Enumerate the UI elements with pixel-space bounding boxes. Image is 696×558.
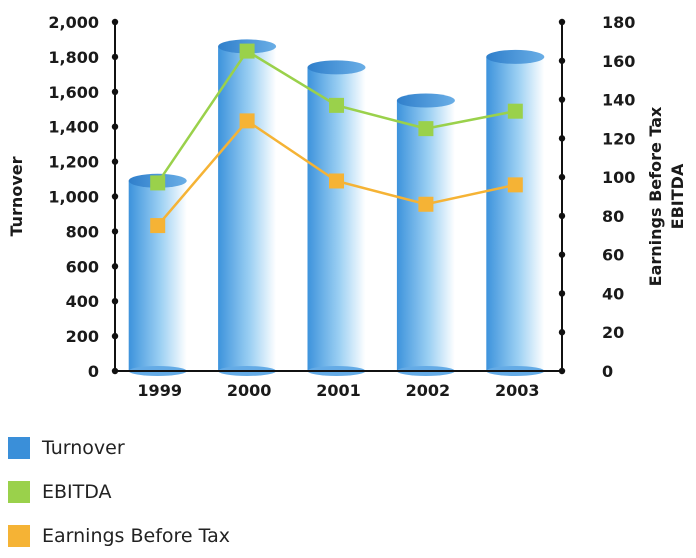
y-right-tick-label: 140 — [602, 91, 635, 110]
x-tick-label: 2001 — [316, 381, 361, 400]
y-left-tick-mark-2,000 — [112, 19, 118, 25]
y-right-tick-mark-180 — [559, 19, 565, 25]
legend-label-ebitda: EBITDA — [42, 481, 112, 503]
y-left-tick-mark-1,200 — [112, 158, 118, 164]
y-right-tick-mark-0 — [559, 368, 565, 374]
point-earnings-before-tax-1999 — [150, 218, 165, 233]
x-tick-label: 2003 — [495, 381, 540, 400]
point-earnings-before-tax-2000 — [240, 113, 255, 128]
bar-2000 — [218, 46, 276, 371]
y-axis-right-title-line-1: Earnings Before Tax — [646, 106, 665, 286]
bar-1999 — [129, 181, 187, 371]
x-tick-label: 2002 — [406, 381, 451, 400]
y-left-tick-mark-1,800 — [112, 54, 118, 60]
legend-item-ebitda: EBITDA — [8, 470, 230, 514]
point-earnings-before-tax-2001 — [329, 173, 344, 188]
y-right-tick-mark-40 — [559, 290, 565, 296]
point-ebitda-2003 — [508, 104, 523, 119]
y-left-tick-mark-400 — [112, 298, 118, 304]
y-left-tick-label: 200 — [66, 327, 99, 346]
y-axis-right-title-line-2: EBITDA — [668, 163, 687, 229]
bar-top-2002 — [397, 94, 455, 108]
y-axis-left-title: Turnover — [7, 156, 26, 236]
y-right-tick-label: 100 — [602, 168, 635, 187]
y-right-tick-mark-120 — [559, 135, 565, 141]
y-right-tick-label: 120 — [602, 129, 635, 148]
bar-2001 — [308, 67, 366, 371]
y-right-tick-mark-20 — [559, 329, 565, 335]
legend-item-turnover: Turnover — [8, 426, 230, 470]
point-ebitda-2002 — [418, 121, 433, 136]
y-left-tick-mark-1,400 — [112, 124, 118, 130]
y-right-tick-label: 40 — [602, 284, 624, 303]
y-right-tick-label: 60 — [602, 246, 624, 265]
legend-swatch-earnings-before-tax — [8, 525, 30, 547]
y-left-tick-label: 400 — [66, 292, 99, 311]
point-earnings-before-tax-2002 — [418, 197, 433, 212]
y-right-tick-mark-80 — [559, 213, 565, 219]
legend-swatch-ebitda — [8, 481, 30, 503]
legend-item-earnings-before-tax: Earnings Before Tax — [8, 514, 230, 558]
y-right-tick-label: 80 — [602, 207, 624, 226]
bar-2002 — [397, 101, 455, 371]
legend-label-turnover: Turnover — [42, 437, 125, 459]
y-right-tick-label: 20 — [602, 323, 624, 342]
y-left-tick-label: 1,400 — [48, 118, 99, 137]
y-left-tick-label: 0 — [88, 362, 99, 381]
y-right-tick-label: 180 — [602, 13, 635, 32]
point-ebitda-1999 — [150, 175, 165, 190]
y-left-tick-label: 600 — [66, 257, 99, 276]
y-right-tick-label: 0 — [602, 362, 613, 381]
y-left-tick-mark-1,600 — [112, 89, 118, 95]
y-left-tick-label: 1,600 — [48, 83, 99, 102]
y-left-tick-label: 1,800 — [48, 48, 99, 67]
bar-top-2003 — [486, 50, 544, 64]
y-right-tick-mark-160 — [559, 58, 565, 64]
y-left-tick-label: 800 — [66, 222, 99, 241]
y-left-tick-mark-600 — [112, 263, 118, 269]
y-right-tick-mark-60 — [559, 251, 565, 257]
y-left-tick-mark-0 — [112, 368, 118, 374]
point-ebitda-2000 — [240, 44, 255, 59]
y-left-tick-mark-200 — [112, 333, 118, 339]
point-ebitda-2001 — [329, 98, 344, 113]
y-left-tick-label: 1,000 — [48, 188, 99, 207]
legend-swatch-turnover — [8, 437, 30, 459]
legend-label-earnings-before-tax: Earnings Before Tax — [42, 525, 230, 547]
x-tick-label: 2000 — [227, 381, 272, 400]
legend: Turnover EBITDA Earnings Before Tax — [8, 426, 230, 558]
y-right-tick-label: 160 — [602, 52, 635, 71]
chart: 02004006008001,0001,2001,4001,6001,8002,… — [0, 0, 696, 420]
y-right-tick-mark-100 — [559, 174, 565, 180]
point-earnings-before-tax-2003 — [508, 177, 523, 192]
x-tick-label: 1999 — [137, 381, 182, 400]
y-left-tick-label: 2,000 — [48, 13, 99, 32]
y-left-tick-mark-1,000 — [112, 193, 118, 199]
y-left-tick-label: 1,200 — [48, 153, 99, 172]
y-left-tick-mark-800 — [112, 228, 118, 234]
bar-top-2001 — [308, 60, 366, 74]
y-right-tick-mark-140 — [559, 96, 565, 102]
